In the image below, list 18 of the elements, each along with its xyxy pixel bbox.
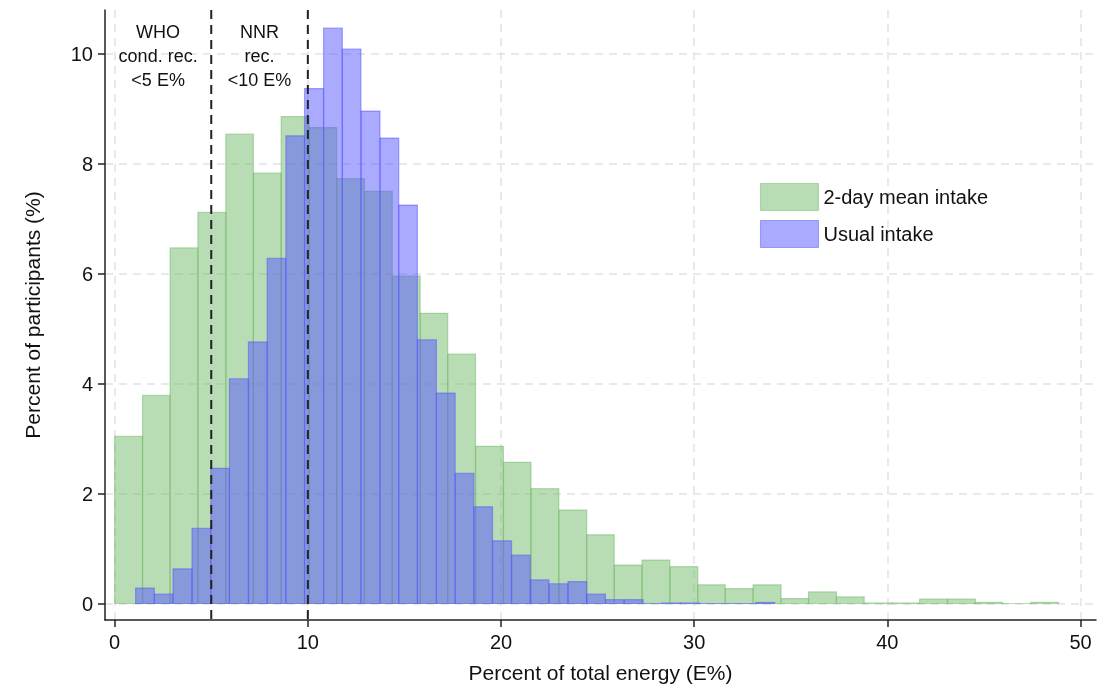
y-tick-label: 0 bbox=[81, 592, 93, 615]
y-tick-label: 10 bbox=[70, 42, 93, 65]
legend-label: 2-day mean intake bbox=[823, 186, 989, 208]
y-tick-label: 8 bbox=[81, 152, 93, 175]
legend-label: Usual intake bbox=[823, 223, 934, 245]
x-tick-label: 30 bbox=[683, 631, 706, 653]
ref-line-label: WHO cond. rec. <5 E% bbox=[118, 22, 198, 90]
y-tick-label: 2 bbox=[81, 482, 93, 505]
y-axis-title: Percent of participants (%) bbox=[21, 191, 44, 439]
ref-line-label: NNR rec. <10 E% bbox=[227, 22, 292, 90]
x-tick-label: 10 bbox=[296, 631, 319, 653]
x-tick-label: 0 bbox=[109, 631, 121, 653]
x-tick-label: 20 bbox=[489, 631, 513, 653]
y-tick-label: 4 bbox=[81, 372, 93, 395]
x-tick-label: 50 bbox=[1069, 631, 1092, 653]
x-tick-label: 40 bbox=[876, 631, 899, 653]
y-tick-label: 6 bbox=[81, 262, 93, 285]
x-axis-title: Percent of total energy (E%) bbox=[468, 661, 733, 684]
